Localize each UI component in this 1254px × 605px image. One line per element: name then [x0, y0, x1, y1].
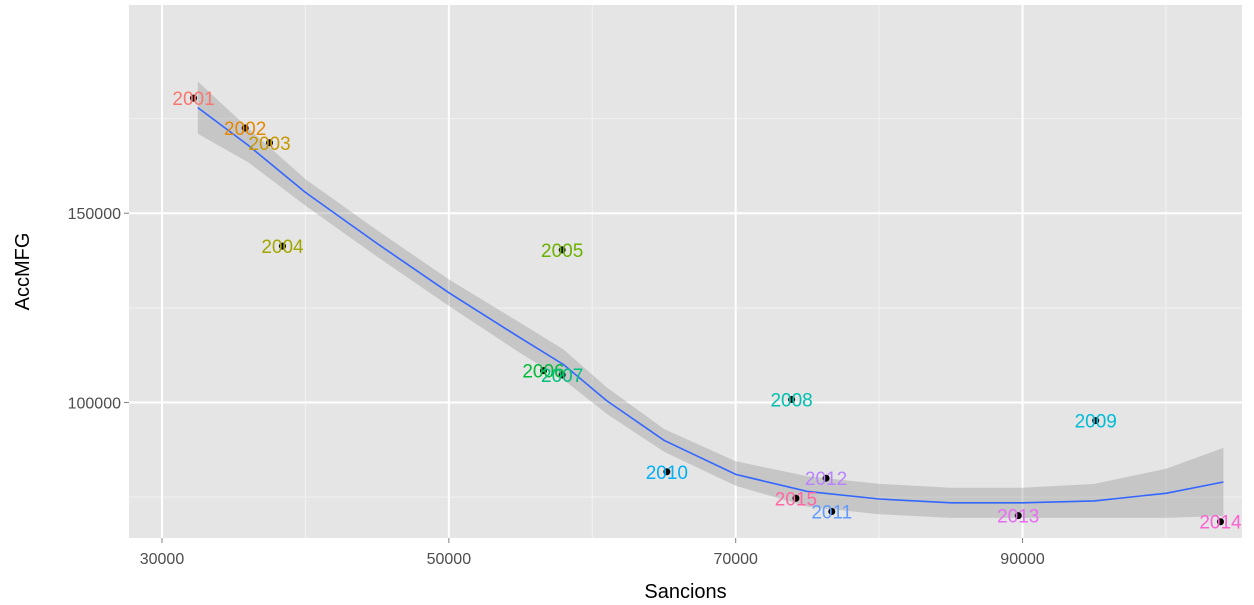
y-tick-label: 150000 [68, 206, 121, 223]
plot-panel [129, 5, 1242, 538]
data-point [540, 367, 548, 375]
y-tick-label: 100000 [68, 395, 121, 412]
x-axis-title: Sancions [644, 581, 726, 603]
major-gridlines [129, 5, 1242, 538]
point-label-2010: 2010 [646, 463, 688, 484]
point-label-2004: 2004 [261, 237, 304, 258]
data-point [828, 508, 836, 516]
smooth-line [197, 106, 1224, 504]
x-tick-label: 90000 [1000, 551, 1045, 568]
data-point [663, 468, 671, 476]
x-tick-label: 50000 [427, 551, 472, 568]
y-axis-title: AccMFG [12, 233, 34, 311]
data-point [1092, 417, 1100, 425]
data-point [788, 395, 796, 403]
smooth-curve [197, 106, 1224, 504]
point-label-2012: 2012 [805, 469, 847, 490]
data-point [1014, 512, 1022, 520]
data-point [558, 246, 566, 254]
point-label-2015: 2015 [775, 489, 817, 510]
y-axis-ticks: 100000 150000 [68, 206, 129, 412]
point-label-2002: 2002 [224, 119, 266, 140]
point-label-2001: 2001 [172, 89, 214, 110]
point-label-2008: 2008 [770, 390, 812, 411]
data-point [278, 242, 286, 250]
point-label-2013: 2013 [997, 507, 1039, 528]
data-point [558, 371, 566, 379]
point-label-2009: 2009 [1075, 412, 1117, 433]
x-axis-ticks: 30000 50000 70000 90000 [140, 538, 1045, 568]
data-point [822, 474, 830, 482]
minor-gridlines [129, 5, 1242, 538]
data-points [190, 94, 1224, 526]
point-label-2011: 2011 [811, 503, 852, 524]
data-point [241, 124, 249, 132]
point-label-2005: 2005 [541, 241, 583, 262]
data-point [1216, 518, 1224, 526]
point-label-2007: 2007 [541, 366, 583, 387]
point-label-2003: 2003 [248, 134, 290, 155]
point-label-2006: 2006 [522, 362, 564, 383]
data-point [190, 94, 198, 102]
point-label-2014: 2014 [1199, 513, 1242, 534]
x-tick-label: 30000 [140, 551, 185, 568]
x-tick-label: 70000 [713, 551, 758, 568]
data-point [266, 139, 274, 147]
data-point [792, 494, 800, 502]
